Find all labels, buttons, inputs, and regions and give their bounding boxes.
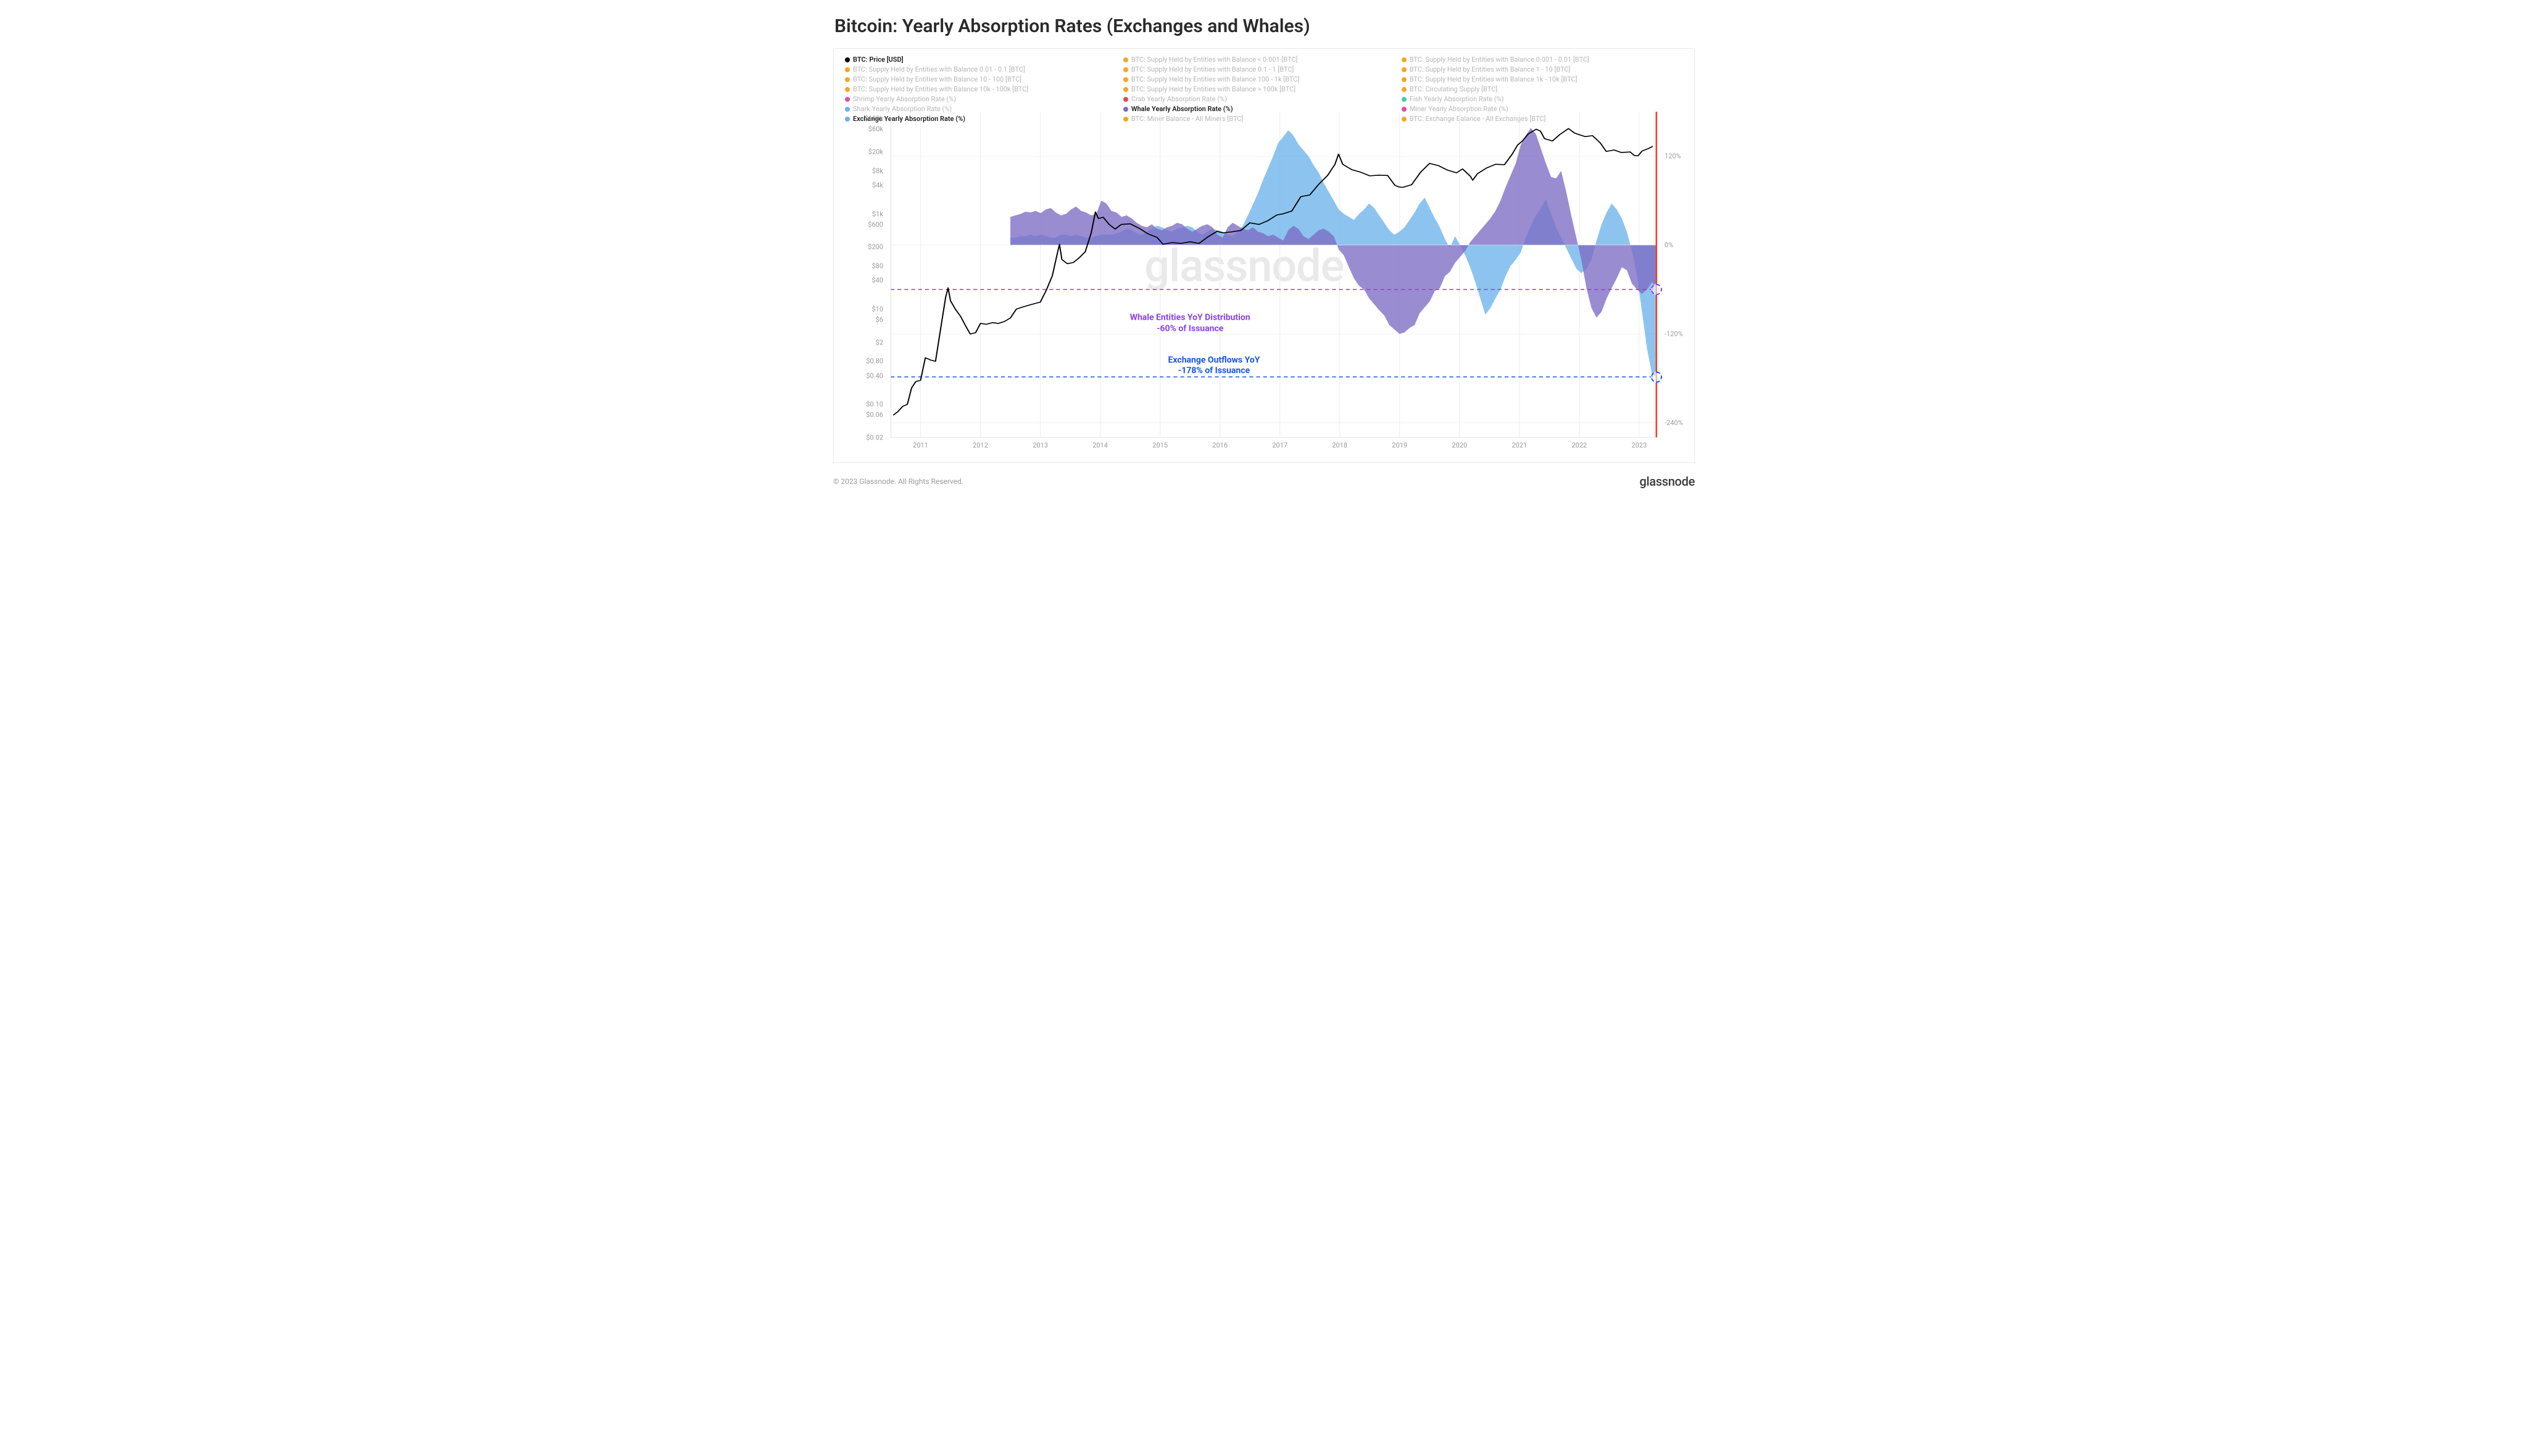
legend-item[interactable]: BTC: Supply Held by Entities with Balanc…: [1123, 85, 1402, 94]
y-left-tick: $600: [868, 220, 883, 228]
legend-item[interactable]: BTC: Supply Held by Entities with Balanc…: [845, 75, 1123, 85]
copyright: © 2023 Glassnode. All Rights Reserved.: [833, 477, 963, 486]
x-tick: 2016: [1212, 441, 1228, 449]
legend-item[interactable]: BTC: Supply Held by Entities with Balanc…: [1123, 55, 1402, 65]
legend-item[interactable]: BTC: Supply Held by Entities with Balanc…: [1402, 55, 1680, 65]
y-left-tick: $0.10: [866, 401, 883, 409]
y-right-tick: -120%: [1665, 330, 1683, 338]
legend-label: BTC: Supply Held by Entities with Balanc…: [853, 75, 1021, 85]
y-axis-right: 120% 0% -120% -240%: [1661, 112, 1694, 438]
legend-swatch-icon: [1402, 77, 1407, 82]
legend-label: BTC: Supply Held by Entities with Balanc…: [853, 85, 1028, 94]
x-tick: 2017: [1272, 441, 1287, 449]
y-left-tick: $0.40: [866, 372, 883, 380]
legend-swatch-icon: [1123, 97, 1128, 102]
y-right-tick: -240%: [1665, 419, 1683, 427]
legend-item[interactable]: Crab Yearly Absorption Rate (%): [1123, 94, 1402, 104]
legend-swatch-icon: [845, 107, 850, 112]
y-left-tick: $20k: [868, 148, 883, 156]
y-right-tick: 120%: [1665, 152, 1681, 160]
chart-container: BTC: Price [USD]BTC: Supply Held by Enti…: [833, 48, 1695, 463]
y-left-tick: $8k: [872, 167, 883, 175]
legend-swatch-icon: [1402, 87, 1407, 92]
legend-label: BTC: Supply Held by Entities with Balanc…: [1131, 55, 1298, 65]
legend-label: BTC: Supply Held by Entities with Balanc…: [1410, 55, 1589, 65]
legend-swatch-icon: [845, 77, 850, 82]
y-axis-left: $100k $60k $20k $8k $4k $1k $600 $200 $80 $40 $10 $…: [834, 112, 887, 438]
legend-swatch-icon: [845, 97, 850, 102]
legend-swatch-icon: [1123, 57, 1128, 62]
x-tick: 2013: [1033, 441, 1048, 449]
legend-swatch-icon: [845, 57, 850, 62]
y-left-tick: $60k: [868, 125, 883, 133]
y-left-tick: $10: [871, 305, 883, 313]
legend-swatch-icon: [1123, 87, 1128, 92]
y-left-tick: $0.02: [866, 434, 883, 442]
brand-logo: glassnode: [1639, 474, 1695, 489]
plot-area: [891, 112, 1657, 438]
marker-whale-end: [1651, 284, 1662, 295]
legend-swatch-icon: [1402, 57, 1407, 62]
legend-swatch-icon: [845, 87, 850, 92]
y-left-tick: $40: [871, 277, 883, 285]
y-left-tick: $0.06: [866, 411, 883, 419]
legend-label: BTC: Supply Held by Entities with Balanc…: [1131, 85, 1295, 94]
legend-label: BTC: Price [USD]: [853, 55, 904, 65]
legend-item[interactable]: BTC: Supply Held by Entities with Balanc…: [1402, 75, 1680, 85]
legend-label: BTC: Supply Held by Entities with Balanc…: [1131, 65, 1294, 75]
page-title: Bitcoin: Yearly Absorption Rates (Exchan…: [834, 15, 1695, 37]
legend-label: BTC: Supply Held by Entities with Balanc…: [1410, 65, 1571, 75]
y-left-tick: $6: [876, 315, 883, 323]
x-tick: 2020: [1452, 441, 1467, 449]
y-left-tick: $2: [876, 338, 883, 346]
x-tick: 2022: [1571, 441, 1587, 449]
x-tick: 2014: [1092, 441, 1108, 449]
legend-swatch-icon: [1402, 67, 1407, 72]
legend-swatch-icon: [1123, 77, 1128, 82]
legend-item[interactable]: BTC: Circulating Supply [BTC]: [1402, 85, 1680, 94]
x-tick: 2012: [973, 441, 988, 449]
legend-label: Crab Yearly Absorption Rate (%): [1131, 94, 1227, 104]
x-tick: 2021: [1511, 441, 1527, 449]
y-left-tick: $80: [871, 262, 883, 270]
legend-label: BTC: Supply Held by Entities with Balanc…: [1410, 75, 1578, 85]
legend-label: BTC: Supply Held by Entities with Balanc…: [853, 65, 1025, 75]
x-tick: 2023: [1632, 441, 1647, 449]
legend-label: BTC: Supply Held by Entities with Balanc…: [1131, 75, 1299, 85]
x-axis: 2011 2012 2013 2014 2015 2016 2017 2018 2019 2020…: [891, 441, 1657, 454]
legend-swatch-icon: [1123, 67, 1128, 72]
series-exchange-area: [1010, 130, 1657, 377]
legend-label: Fish Yearly Absorption Rate (%): [1410, 94, 1504, 104]
legend-item[interactable]: BTC: Supply Held by Entities with Balanc…: [845, 85, 1123, 94]
x-tick: 2018: [1332, 441, 1347, 449]
legend-label: Shrimp Yearly Absorption Rate (%): [853, 94, 956, 104]
y-left-tick: $0.80: [866, 357, 883, 365]
y-right-tick: 0%: [1665, 241, 1673, 249]
y-left-tick: $1k: [872, 210, 883, 218]
legend-item[interactable]: Shrimp Yearly Absorption Rate (%): [845, 94, 1123, 104]
legend-swatch-icon: [1402, 97, 1407, 102]
legend-item[interactable]: BTC: Price [USD]: [845, 55, 1123, 65]
legend-item[interactable]: BTC: Supply Held by Entities with Balanc…: [1402, 65, 1680, 75]
legend-swatch-icon: [1123, 107, 1128, 112]
legend-item[interactable]: Fish Yearly Absorption Rate (%): [1402, 94, 1680, 104]
x-tick: 2019: [1392, 441, 1407, 449]
legend-swatch-icon: [1402, 107, 1407, 112]
x-tick: 2015: [1152, 441, 1168, 449]
y-left-tick: $200: [868, 243, 883, 251]
legend-swatch-icon: [845, 67, 850, 72]
y-left-tick: $100k: [865, 115, 883, 123]
legend-item[interactable]: BTC: Supply Held by Entities with Balanc…: [1123, 75, 1402, 85]
y-left-tick: $4k: [872, 181, 883, 189]
x-tick: 2011: [913, 441, 928, 449]
legend-item[interactable]: BTC: Supply Held by Entities with Balanc…: [845, 65, 1123, 75]
legend-item[interactable]: BTC: Supply Held by Entities with Balanc…: [1123, 65, 1402, 75]
marker-exchange-end: [1651, 372, 1662, 383]
legend-label: BTC: Circulating Supply [BTC]: [1410, 85, 1497, 94]
